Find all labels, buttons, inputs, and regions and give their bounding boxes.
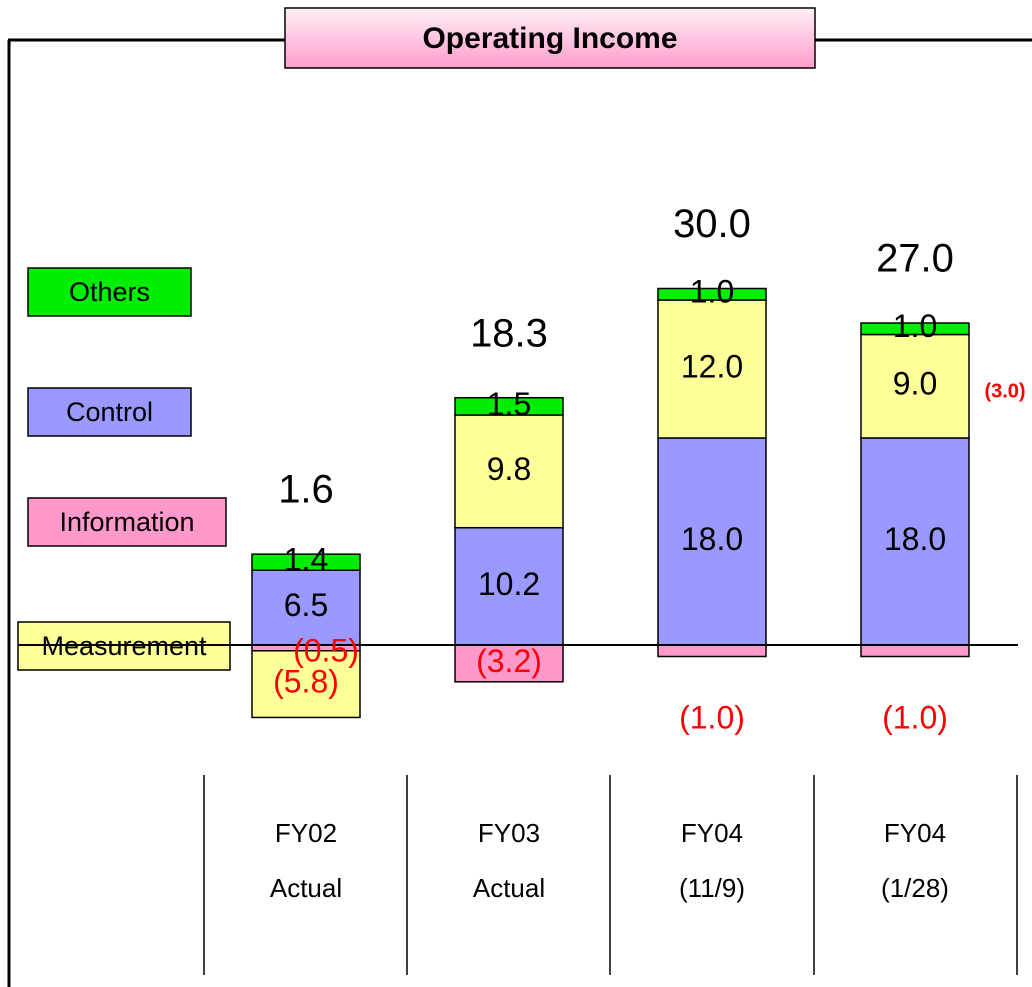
- bar-segment: [657, 287, 767, 301]
- x-tick-label: FY04: [681, 818, 743, 848]
- value-label: 10.2: [478, 566, 540, 602]
- x-tick-sublabel: (11/9): [679, 873, 745, 903]
- x-tick-label: FY04: [884, 818, 946, 848]
- bar-segment: [657, 299, 767, 439]
- legend-label: Measurement: [41, 631, 207, 661]
- legend-swatch: [27, 267, 192, 317]
- total-label: 30.0: [673, 202, 751, 246]
- total-label: 27.0: [876, 237, 954, 281]
- legend-label: Information: [59, 507, 194, 537]
- total-label: 18.3: [470, 311, 548, 355]
- value-label: 9.0: [893, 366, 937, 402]
- value-label: 1.0: [690, 274, 734, 310]
- value-label: 1.0: [893, 308, 937, 344]
- bar-segment: [860, 644, 970, 658]
- legend-label: Control: [66, 397, 153, 427]
- legend-swatch: [27, 497, 227, 547]
- bar-segment: [454, 526, 564, 646]
- value-label: (1.0): [882, 699, 948, 735]
- x-tick-label: FY02: [275, 818, 337, 848]
- value-label: 6.5: [284, 587, 328, 623]
- value-label: 1.4: [284, 542, 328, 578]
- value-label: 12.0: [681, 348, 743, 384]
- value-label: (0.5): [293, 632, 359, 668]
- title-box: [284, 7, 816, 69]
- value-label: (5.8): [273, 664, 339, 700]
- x-tick-sublabel: Actual: [270, 873, 342, 903]
- bar-segment: [860, 333, 970, 439]
- bar-segment: [860, 437, 970, 646]
- total-label: 1.6: [278, 468, 334, 512]
- x-tick-sublabel: Actual: [473, 873, 545, 903]
- chart-title: Operating Income: [422, 22, 677, 55]
- value-label: (1.0): [679, 699, 745, 735]
- bar-segment: [251, 553, 361, 572]
- bar-segment: [454, 397, 564, 416]
- x-tick-sublabel: (1/28): [881, 873, 949, 903]
- value-label: 9.8: [487, 451, 531, 487]
- value-label: 18.0: [884, 521, 946, 557]
- bar-segment: [860, 322, 970, 336]
- bar-segment: [657, 644, 767, 658]
- bar-segment: [251, 650, 361, 719]
- bar-segment: [454, 414, 564, 529]
- value-label: 1.5: [487, 386, 531, 422]
- x-tick-label: FY03: [478, 818, 540, 848]
- bar-segment: [251, 569, 361, 646]
- legend-label: Others: [69, 277, 150, 307]
- annotation: (3.0): [984, 380, 1025, 402]
- value-label: 18.0: [681, 521, 743, 557]
- bar-segment: [657, 437, 767, 646]
- value-label: (3.2): [476, 643, 542, 679]
- legend-swatch: [27, 387, 192, 437]
